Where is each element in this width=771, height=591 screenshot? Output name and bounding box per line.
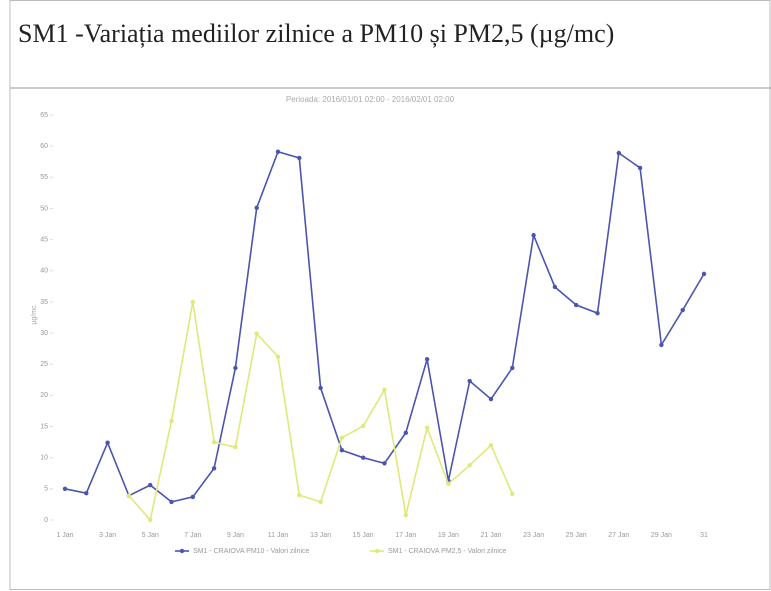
y-tick-label: 20 [40,392,48,399]
data-point [233,444,238,450]
x-tick-label: 11 Jan [268,532,289,539]
data-point [126,493,132,498]
legend-label: SM1 - CRAIOVA PM2,5 - Valori zilnice [388,548,506,555]
data-point [211,439,217,445]
data-point [190,299,195,305]
frame [9,0,771,590]
y-tick-label: 50 [40,205,48,212]
data-point [701,271,707,277]
chart-title: SM1 -Variația mediilor zilnice a PM10 și… [18,19,614,48]
x-tick-label: 23 Jan [523,532,544,539]
data-point [297,155,302,161]
data-point [297,492,302,498]
data-point [254,205,259,211]
x-tick-label: 17 Jan [395,532,416,539]
x-tick-label: 29 Jan [651,532,672,539]
data-point [510,491,515,497]
y-axis-label: µg/mc [31,305,38,325]
data-point [169,418,174,424]
data-point [531,233,536,238]
data-point [339,448,345,453]
series-line [64,150,705,503]
x-tick-label: 31 [700,532,708,539]
y-tick-label: 55 [40,174,48,181]
y-tick-label: 40 [40,268,48,275]
data-point [318,385,323,391]
y-tick-label: 25 [40,361,48,368]
chart-subtitle: Perioada: 2016/01/01 02:00 - 2016/02/01 … [286,95,455,104]
x-tick-label: 25 Jan [566,532,587,539]
data-point [233,365,238,371]
data-point [382,387,387,392]
series-line [128,301,514,522]
x-tick-label: 9 Jan [227,532,244,539]
x-tick-label: 27 Jan [608,532,629,539]
data-point [574,302,579,308]
legend-marker [374,548,380,554]
y-tick-label: 65 [40,112,48,119]
data-point [510,365,515,371]
data-point [403,430,408,435]
x-tick-label: 19 Jan [438,532,459,539]
data-point [637,165,643,171]
data-point [467,462,472,468]
data-point [680,307,685,313]
y-tick-label: 5 [44,486,48,493]
data-point [318,499,323,505]
x-tick-label: 15 Jan [353,532,374,539]
data-point [424,357,430,362]
data-point [275,354,281,359]
y-tick-label: 35 [40,299,48,306]
data-point [424,425,430,430]
x-tick-label: 21 Jan [480,532,501,539]
y-tick-label: 30 [40,330,48,337]
data-point [105,440,110,445]
data-point [361,455,366,460]
x-tick-label: 5 Jan [142,532,159,539]
data-point [595,310,600,316]
data-point [382,461,387,466]
data-point [467,378,472,384]
data-point [275,149,281,154]
x-tick-label: 1 Jan [56,532,73,539]
data-point [446,481,451,487]
data-point [169,499,174,505]
legend-label: SM1 - CRAIOVA PM10 - Valori zilnice [193,548,310,555]
data-point [84,491,89,496]
y-tick-label: 0 [44,517,48,524]
data-point [488,396,494,402]
x-tick-label: 7 Jan [184,532,201,539]
data-point [616,150,621,156]
x-tick-label: 13 Jan [310,532,331,539]
data-point [361,423,366,429]
y-tick-label: 10 [40,455,48,462]
data-point [403,512,408,518]
y-tick-label: 45 [40,236,48,243]
data-point [148,482,153,488]
data-point [148,517,153,523]
data-point [488,443,494,448]
data-point [552,284,558,290]
data-point [190,494,195,500]
legend-marker [179,548,185,554]
y-tick-label: 60 [40,143,48,150]
y-tick-label: 15 [40,423,48,430]
x-tick-label: 3 Jan [99,532,116,539]
data-point [659,342,664,348]
data-point [211,466,217,471]
data-point [339,435,345,440]
data-point [254,331,259,336]
data-point [62,486,68,492]
